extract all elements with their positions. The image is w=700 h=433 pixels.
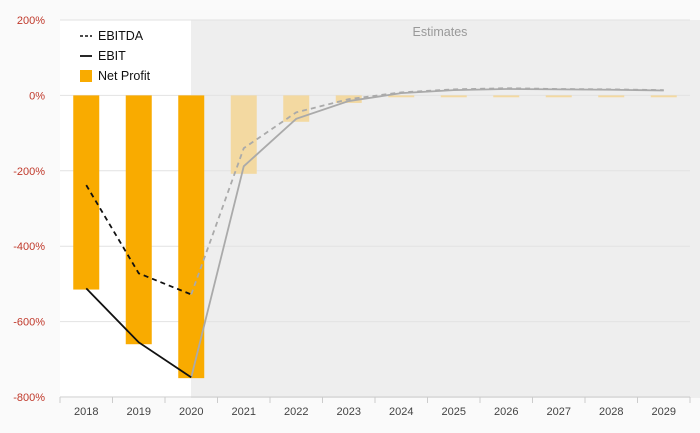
bar-net-profit <box>598 95 625 98</box>
x-tick-label: 2027 <box>547 406 571 418</box>
line-ebit-estimate <box>190 88 664 378</box>
y-tick-label: -200% <box>13 166 45 178</box>
y-tick-label: 200% <box>17 15 45 27</box>
y-tick-label: -400% <box>13 241 45 253</box>
x-tick-label: 2026 <box>494 406 518 418</box>
x-tick-label: 2018 <box>74 406 98 418</box>
legend-net-profit-label: Net Profit <box>98 69 151 83</box>
bar-net-profit <box>493 95 520 98</box>
series-lines <box>85 87 664 379</box>
y-tick-label: -800% <box>13 392 45 404</box>
estimates-label: Estimates <box>413 25 468 39</box>
y-tick-label: 0% <box>29 90 45 102</box>
bar-net-profit <box>178 95 205 379</box>
legend-ebit-label: EBIT <box>98 49 126 63</box>
estimates-background <box>191 20 700 398</box>
x-tick-label: 2021 <box>232 406 256 418</box>
legend: EBITDA EBIT Net Profit <box>80 29 151 83</box>
line-ebitda-actual <box>85 184 192 296</box>
x-tick-label: 2020 <box>179 406 203 418</box>
x-tick-label: 2022 <box>284 406 308 418</box>
bar-net-profit <box>545 95 572 98</box>
x-tick-label: 2023 <box>337 406 361 418</box>
bar-net-profit <box>73 95 100 290</box>
x-tick-label: 2019 <box>127 406 151 418</box>
x-tick-label: 2025 <box>442 406 466 418</box>
bar-net-profit <box>230 95 257 174</box>
x-tick-label: 2029 <box>652 406 676 418</box>
legend-net-profit-swatch <box>80 70 92 82</box>
line-ebit-actual <box>85 287 192 379</box>
y-tick-label: -600% <box>13 317 45 329</box>
bar-net-profit <box>440 95 467 98</box>
x-axis: 2018 2019 2020 2021 2022 2023 2024 2025 2026 2027… <box>59 396 691 418</box>
y-axis: 200% 0% -200% -400% -600% -800% <box>13 15 45 404</box>
bar-net-profit <box>650 95 677 98</box>
x-tick-label: 2028 <box>599 406 623 418</box>
bar-net-profit <box>388 95 415 98</box>
x-tick-label: 2024 <box>389 406 413 418</box>
legend-ebitda-label: EBITDA <box>98 29 144 43</box>
bars <box>73 95 677 379</box>
bar-net-profit <box>125 95 152 345</box>
